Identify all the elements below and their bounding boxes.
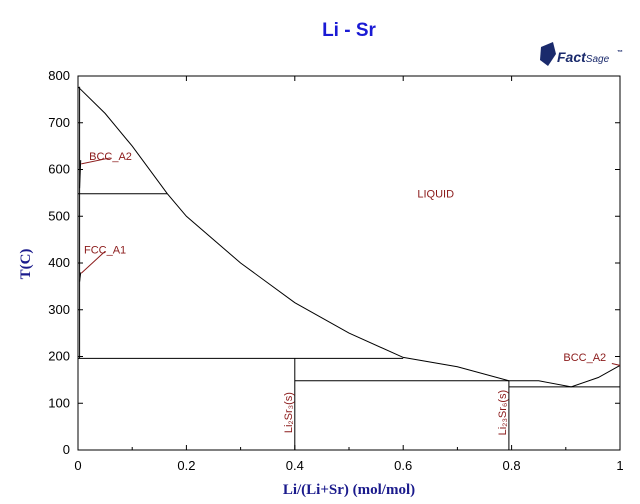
y-tick-label: 600 <box>48 162 70 177</box>
phase-boundaries <box>77 86 621 450</box>
y-tick-label: 500 <box>48 208 70 223</box>
phase-label: BCC_A2 <box>563 352 606 364</box>
x-axis-label: Li/(Li+Sr) (mol/mol) <box>283 482 415 498</box>
chart-title: Li - Sr <box>322 20 376 41</box>
y-tick-label: 400 <box>48 255 70 270</box>
phase-labels: LIQUID BCC_A2 FCC_A1 BCC_A2 Li₂Sr₃(s) Li₂₃Sr₆… <box>84 151 606 435</box>
phase-boundary-line <box>79 272 82 282</box>
x-tick-label: 0.4 <box>286 458 304 473</box>
factsage-logo-text: FactSage <box>557 49 610 65</box>
x-tick-label: 0.2 <box>177 458 195 473</box>
label-leader-line <box>80 250 106 274</box>
x-tick-label: 0.6 <box>394 458 412 473</box>
y-axis: 0 100 200 300 400 500 600 700 800 <box>48 68 620 457</box>
phase-label: FCC_A1 <box>84 245 126 257</box>
x-tick-label: 1 <box>616 458 623 473</box>
y-axis-label: T(C) <box>18 249 34 280</box>
x-tick-label: 0.8 <box>503 458 521 473</box>
factsage-logo-icon <box>540 42 556 66</box>
y-tick-label: 100 <box>48 395 70 410</box>
plot-area <box>77 75 621 451</box>
factsage-logo-mark: ™ <box>617 49 623 56</box>
y-tick-label: 200 <box>48 349 70 364</box>
phase-label: BCC_A2 <box>89 151 132 163</box>
factsage-logo: FactSage ™ <box>540 42 623 66</box>
x-axis: 0 0.2 0.4 0.6 0.8 1 <box>74 76 624 473</box>
liquidus-line <box>77 86 621 388</box>
y-tick-label: 0 <box>63 442 70 457</box>
y-tick-label: 800 <box>48 68 70 83</box>
y-tick-label: 700 <box>48 115 70 130</box>
phase-label: Li₂₃Sr₆(s) <box>497 390 509 436</box>
label-leader-line <box>611 363 621 366</box>
phase-label: Li₂Sr₃(s) <box>283 392 295 433</box>
phase-label: LIQUID <box>417 189 454 201</box>
phase-boundary-line <box>79 160 82 189</box>
label-leader-line <box>81 157 111 165</box>
y-tick-label: 300 <box>48 302 70 317</box>
x-tick-label: 0 <box>74 458 81 473</box>
